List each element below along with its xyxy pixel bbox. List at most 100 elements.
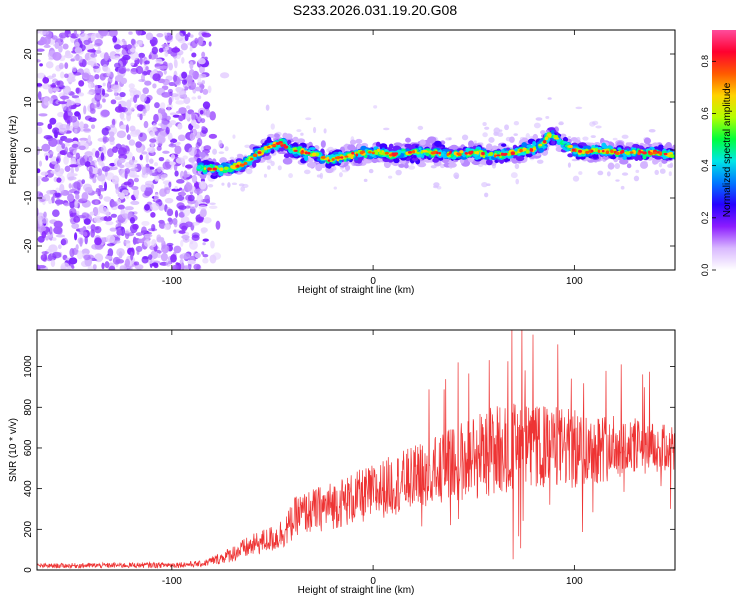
noise-blob [42,196,49,200]
noise-blob [143,239,151,247]
faint-blob [388,175,393,179]
ridge-blob [282,157,293,165]
noise-blob [161,91,171,98]
noise-blob [180,252,191,260]
noise-blob [185,105,191,110]
noise-blob [196,194,204,204]
ridge-blob [547,127,556,131]
ridge-blob [371,151,375,155]
noise-blob [128,83,135,89]
chart-title: S233.2026.031.19.20.G08 [293,2,457,18]
ridge-blob [294,149,298,152]
noise-blob [90,36,96,42]
noise-blob [129,125,136,132]
noise-blob [79,32,89,43]
faint-blob [582,136,589,141]
noise-blob [104,126,111,131]
faint-blob [615,179,620,182]
ridge-blob [371,157,378,164]
faint-blob [373,105,378,109]
ridge-blob [261,150,265,153]
ridge-blob [202,169,208,173]
noise-blob [209,111,216,121]
noise-blob [112,146,118,154]
faint-blob [648,128,656,133]
noise-blob [44,30,50,35]
ridge-blob [643,137,652,145]
noise-blob [86,74,95,85]
noise-blob [38,113,48,117]
noise-blob [75,97,81,106]
noise-blob [144,204,150,211]
noise-blob [180,239,184,247]
noise-blob [128,139,136,146]
noise-blob [108,166,118,171]
noise-blob [129,90,135,97]
ridge-blob [607,162,615,170]
noise-blob [150,212,156,218]
x-tick-label: -100 [162,276,182,287]
noise-blob [148,54,152,60]
noise-blob [169,112,177,116]
noise-blob [116,198,122,205]
noise-blob [161,43,170,48]
ridge-blob [379,150,383,154]
noise-blob [37,48,45,52]
ridge-blob [578,142,587,146]
noise-blob [187,260,196,265]
noise-blob [42,77,50,84]
noise-blob [160,237,165,244]
noise-blob [81,248,90,256]
noise-blob [152,122,157,132]
noise-blob [154,63,161,67]
noise-blob [176,179,185,184]
ridge-blob [635,155,641,160]
noise-blob [48,137,58,147]
ridge-blob [401,150,406,154]
noise-blob [64,53,74,59]
ridge-blob [487,153,493,156]
faint-blob [514,163,520,170]
ridge-blob [465,147,470,152]
noise-blob [203,145,212,151]
noise-blob [154,175,160,182]
noise-blob [153,162,159,167]
noise-blob [71,222,80,230]
noise-blob [135,141,142,148]
noise-blob [201,251,205,255]
noise-blob [116,229,122,236]
ridge-blob [478,150,484,153]
ridge-blob [344,155,349,158]
noise-blob [158,47,164,53]
noise-blob [127,265,133,270]
noise-blob [155,58,163,64]
ridge-blob [448,162,457,168]
noise-blob [90,229,95,238]
ridge-blob [432,157,438,163]
noise-blob [177,123,183,130]
noise-blob [178,115,184,122]
noise-blob [119,91,126,98]
noise-blob [175,157,185,164]
faint-blob [240,186,246,192]
noise-blob [175,141,181,146]
noise-blob [60,262,70,270]
ridge-blob [509,136,515,143]
noise-blob [184,182,193,192]
noise-blob [181,71,188,79]
noise-blob [68,173,78,177]
faint-blob [417,125,424,130]
noise-blob [148,158,154,164]
ridge-blob [327,159,331,162]
noise-blob [114,96,123,101]
noise-blob [133,177,139,183]
faint-blob [575,106,583,110]
noise-blob [65,99,72,109]
ridge-blob [538,147,544,153]
ridge-blob [374,151,379,155]
ridge-blob [460,156,468,160]
snr-y-ticks: 0 200 400 600 800 1000 [23,355,675,573]
y-tick-label: 10 [23,96,34,108]
noise-blob [122,54,131,61]
